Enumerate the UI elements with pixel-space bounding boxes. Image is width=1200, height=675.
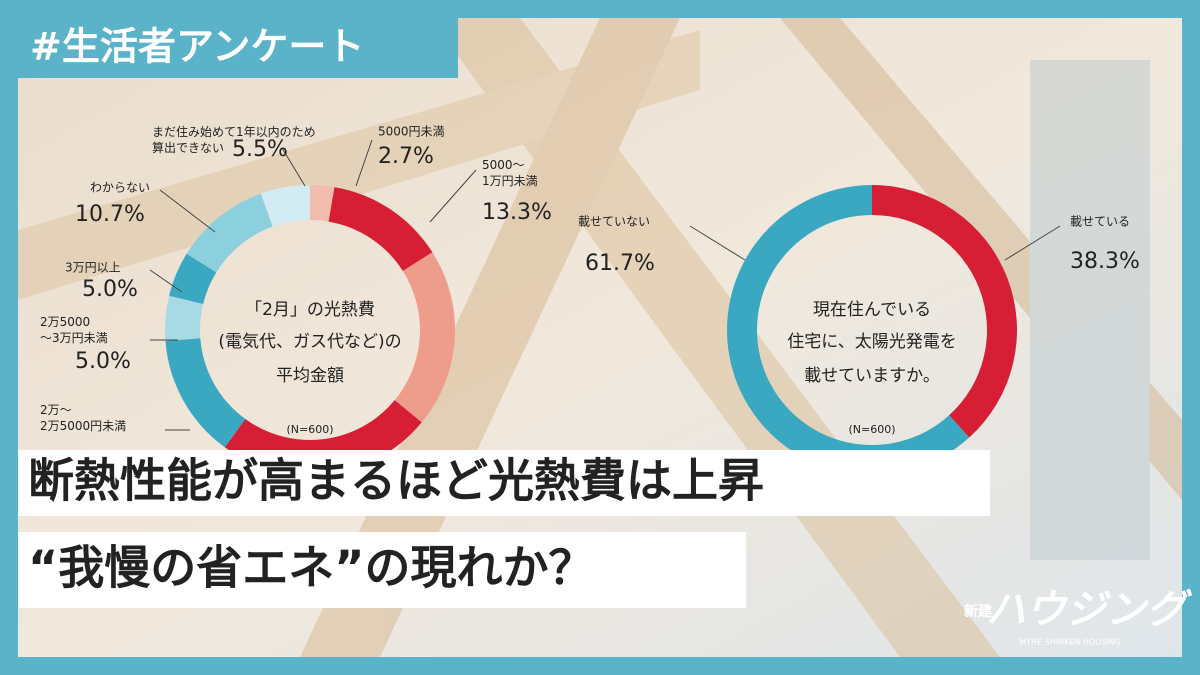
- slice: [727, 185, 970, 475]
- slice-label: 5000〜 1万円未満: [482, 158, 538, 188]
- slice: [260, 185, 310, 227]
- slice-label: 5000円未満: [378, 125, 445, 139]
- center-text: 住宅に、太陽光発電を: [787, 332, 957, 352]
- headline-box: [18, 532, 746, 608]
- leader-line: [355, 139, 373, 187]
- center-text: 「2月」の光熱費: [245, 300, 375, 320]
- center-text: 現在住んでいる: [813, 300, 931, 320]
- leader-line: [1004, 225, 1061, 261]
- value-label: 13.3%: [482, 200, 552, 225]
- logo: ハウジング: [986, 587, 1193, 633]
- slice-label: 載せていない: [578, 215, 650, 229]
- slice-label: 3万円以上: [65, 261, 121, 275]
- tag: #生活者アンケート: [30, 25, 364, 69]
- slice-label: 載せている: [1070, 215, 1130, 229]
- value-label: 5.0%: [75, 349, 131, 374]
- leader-line: [159, 189, 216, 233]
- center-text: 平均金額: [276, 366, 344, 386]
- slice: [394, 252, 455, 423]
- slice: [165, 295, 204, 341]
- leader-line: [281, 147, 306, 187]
- value-label: 38.3%: [1070, 249, 1140, 274]
- leader-line: [689, 225, 746, 261]
- slice: [872, 185, 1017, 438]
- slice-label: わからない: [90, 181, 150, 195]
- headline: “我慢の省エネ”の現れか？: [28, 541, 594, 595]
- leader-line: [149, 269, 183, 293]
- value-label: 61.7%: [585, 251, 655, 276]
- slice: [165, 338, 246, 448]
- slice: [328, 187, 433, 272]
- value-label: 10.7%: [75, 202, 145, 227]
- leader-line: [429, 169, 477, 223]
- logo-small: 新建: [964, 603, 992, 620]
- slice-label: 2万〜 2万5000円未満: [40, 403, 126, 433]
- slice: [186, 193, 273, 273]
- headline: 断熱性能が高まるほど光熱費は上昇: [28, 454, 764, 508]
- logo-sub: MTHE SHINKEN HOUSING: [1019, 638, 1120, 647]
- headline-box: [18, 450, 990, 516]
- center-text: 載せていますか。: [804, 366, 940, 386]
- slice: [310, 185, 335, 222]
- center-text: (N=600): [286, 423, 333, 436]
- value-label: 2.7%: [378, 144, 434, 169]
- value-label: 5.5%: [232, 137, 288, 162]
- center-text: (N=600): [848, 423, 895, 436]
- value-label: 5.0%: [82, 277, 138, 302]
- slice-label: 2万5000 〜3万円未満: [40, 315, 108, 345]
- tag-bg: [18, 18, 458, 78]
- slice-label: まだ住み始めて1年以内のため算出できない: [152, 125, 316, 155]
- center-text: (電気代、ガス代など)の: [218, 332, 401, 352]
